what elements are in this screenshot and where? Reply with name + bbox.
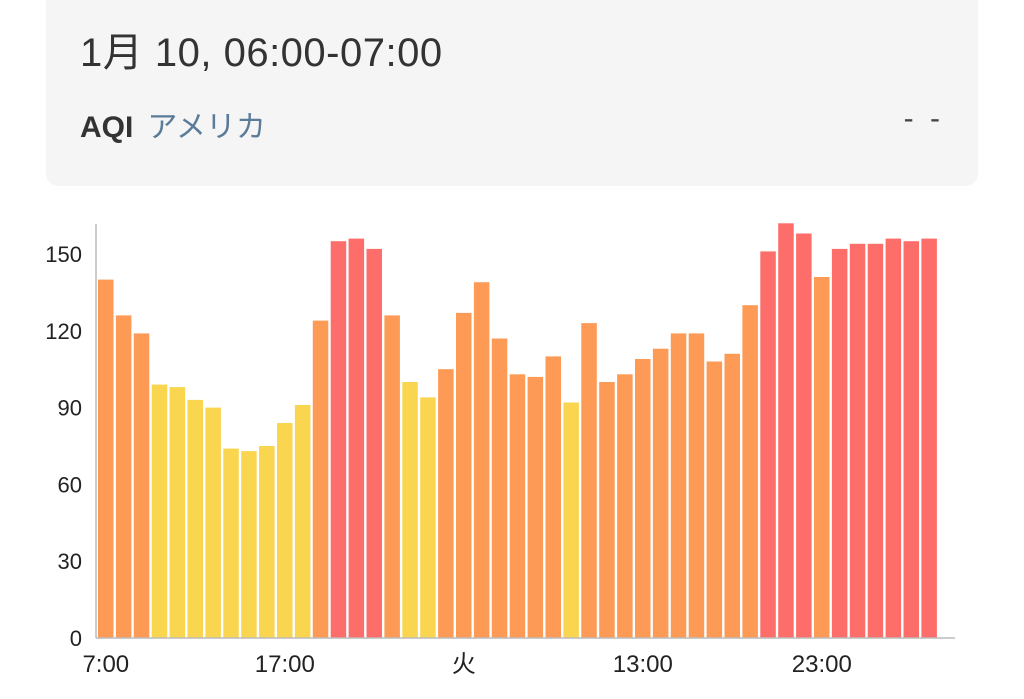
aqi-bar[interactable] [509, 374, 526, 638]
aqi-bar[interactable] [330, 241, 347, 638]
aqi-bar[interactable] [814, 277, 830, 638]
aqi-bar[interactable] [545, 356, 562, 638]
x-tick-label: 7:00 [82, 651, 129, 678]
aqi-bar[interactable] [724, 353, 741, 638]
aqi-bar[interactable] [635, 359, 651, 638]
aqi-bar[interactable] [617, 374, 633, 638]
hour-info-card: 1月 10, 06:00-07:00 AQI アメリカ - - [46, 0, 978, 186]
aqi-bar[interactable] [312, 320, 329, 638]
aqi-bar[interactable] [742, 305, 758, 638]
aqi-bar[interactable] [563, 402, 579, 639]
x-tick-label: 23:00 [792, 651, 852, 678]
aqi-bar[interactable] [831, 248, 848, 638]
aqi-bar[interactable] [760, 251, 776, 638]
aqi-bar[interactable] [241, 451, 257, 638]
aqi-bar[interactable] [438, 369, 454, 638]
aqi-bar[interactable] [885, 238, 902, 638]
aqi-bar[interactable] [778, 223, 794, 639]
aqi-bar[interactable] [384, 315, 400, 638]
y-tick-label: 150 [45, 242, 82, 267]
aqi-bar[interactable] [187, 399, 204, 638]
aqi-bar[interactable] [151, 384, 168, 638]
aqi-bar[interactable] [581, 323, 597, 638]
aqi-bar[interactable] [491, 338, 508, 639]
aqi-bar[interactable] [688, 333, 705, 638]
y-tick-label: 60 [58, 472, 82, 497]
x-tick-label: 火 [452, 651, 476, 678]
y-tick-label: 30 [58, 549, 82, 574]
y-tick-label: 120 [45, 319, 82, 344]
aqi-bar[interactable] [98, 279, 114, 638]
aqi-bar[interactable] [670, 333, 687, 638]
aqi-bar[interactable] [867, 243, 884, 639]
aqi-bar[interactable] [205, 407, 221, 638]
aqi-bar[interactable] [652, 348, 669, 638]
y-tick-label: 90 [58, 396, 82, 421]
aqi-row: AQI アメリカ [80, 102, 266, 146]
x-tick-label: 17:00 [255, 651, 315, 678]
aqi-standard-link[interactable]: アメリカ [147, 111, 266, 144]
aqi-bar[interactable] [402, 382, 418, 638]
aqi-label: AQI [80, 111, 134, 144]
aqi-bar[interactable] [456, 312, 472, 638]
aqi-bar[interactable] [115, 315, 132, 638]
aqi-bar[interactable] [277, 423, 293, 638]
aqi-bar[interactable] [473, 282, 490, 638]
datetime-title: 1月 10, 06:00-07:00 [80, 31, 443, 75]
y-tick-label: 0 [70, 626, 82, 651]
aqi-bar[interactable] [259, 446, 275, 638]
aqi-bar[interactable] [921, 238, 937, 638]
aqi-bar[interactable] [527, 376, 544, 638]
aqi-bar[interactable] [294, 405, 311, 638]
aqi-bar[interactable] [420, 397, 436, 638]
aqi-value: - - [903, 102, 944, 135]
aqi-bar[interactable] [849, 243, 866, 639]
aqi-bar[interactable] [796, 233, 812, 639]
aqi-bar[interactable] [366, 248, 383, 638]
aqi-bar[interactable] [133, 333, 150, 638]
aqi-bar[interactable] [903, 241, 920, 638]
aqi-bar[interactable] [599, 382, 615, 638]
x-tick-label: 13:00 [613, 651, 673, 678]
aqi-bar[interactable] [348, 238, 365, 638]
aqi-bar[interactable] [223, 448, 239, 638]
aqi-bar[interactable] [169, 387, 186, 638]
aqi-bar[interactable] [706, 361, 723, 639]
